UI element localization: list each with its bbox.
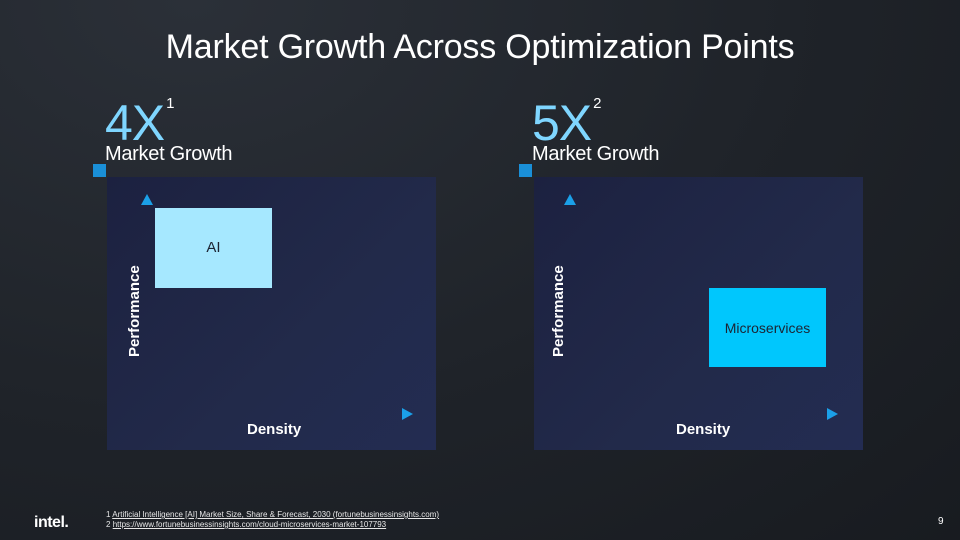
right-x-axis-label: Density	[676, 421, 731, 438]
left-stat-value: 4X	[105, 95, 165, 151]
footnote-2-number: 2	[106, 520, 111, 529]
footnotes: 1 Artificial Intelligence [AI] Market Si…	[106, 510, 439, 530]
right-square-marker	[519, 164, 532, 177]
footnote-2: 2 https://www.fortunebusinessinsights.co…	[106, 520, 439, 530]
footnote-1: 1 Artificial Intelligence [AI] Market Si…	[106, 510, 439, 520]
right-stat-footnote-ref: 2	[593, 94, 602, 112]
ai-box-label: AI	[206, 239, 221, 256]
left-stat-footnote-ref: 1	[166, 94, 175, 112]
x-axis-arrowhead	[827, 408, 838, 420]
footnote-2-link[interactable]: https://www.fortunebusinessinsights.com/…	[112, 520, 387, 529]
right-diagram-panel: Performance Density Microservices	[534, 177, 863, 450]
right-stat: 5X 2 Market Growth	[532, 94, 772, 165]
left-stat-subtitle: Market Growth	[105, 143, 233, 165]
right-axes	[564, 194, 838, 420]
left-axes	[141, 194, 413, 420]
slide-title: Market Growth Across Optimization Points	[165, 28, 795, 66]
microservices-box-label: Microservices	[724, 319, 811, 336]
y-axis-arrowhead	[564, 194, 576, 205]
microservices-box: Microservices	[709, 288, 826, 367]
left-diagram-panel: Performance Density AI	[107, 177, 436, 450]
left-square-marker	[93, 164, 106, 177]
footnote-1-link[interactable]: Artificial Intelligence [AI] Market Size…	[112, 510, 440, 519]
page-number: 9	[938, 516, 944, 527]
right-stat-subtitle: Market Growth	[532, 143, 660, 165]
ai-box: AI	[155, 208, 272, 288]
footnote-1-number: 1	[106, 510, 111, 519]
left-x-axis-label: Density	[247, 421, 302, 438]
intel-logo: intel.	[34, 514, 69, 531]
left-y-axis-label: Performance	[126, 265, 143, 357]
y-axis-arrowhead	[141, 194, 153, 205]
left-stat: 4X 1 Market Growth	[105, 94, 345, 165]
right-stat-value: 5X	[532, 95, 592, 151]
x-axis-arrowhead	[402, 408, 413, 420]
right-y-axis-label: Performance	[550, 265, 567, 357]
